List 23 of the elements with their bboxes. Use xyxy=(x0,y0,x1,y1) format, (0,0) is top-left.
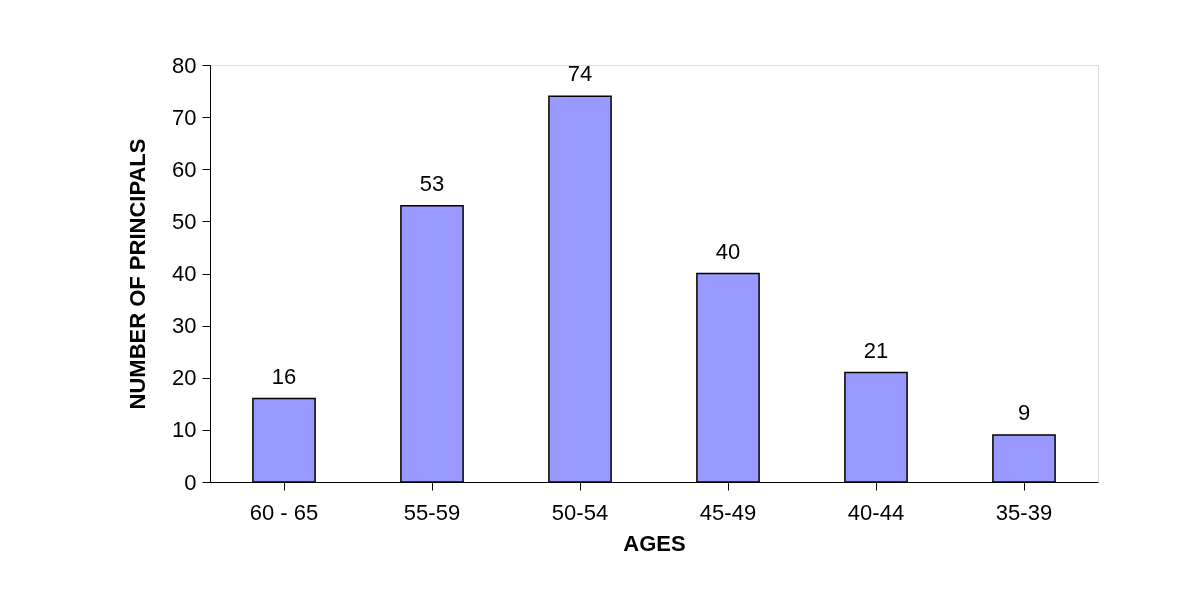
x-tick-label: 60 - 65 xyxy=(249,499,319,525)
data-label: 21 xyxy=(863,337,889,363)
x-tick-label: 40-44 xyxy=(847,499,905,525)
x-tick-label: 45-49 xyxy=(699,499,757,525)
data-label: 53 xyxy=(419,170,445,196)
data-label: 16 xyxy=(271,363,297,389)
y-tick-label: 80 xyxy=(172,52,197,78)
x-tick-label: 50-54 xyxy=(551,499,609,525)
y-tick-label: 20 xyxy=(172,365,197,391)
data-label: 74 xyxy=(567,61,593,87)
data-label: 40 xyxy=(715,238,741,264)
y-axis-title: NUMBER OF PRINCIPALS xyxy=(125,138,151,410)
y-tick-label: 50 xyxy=(172,208,197,234)
y-tick-label: 60 xyxy=(172,156,197,182)
data-label: 9 xyxy=(1017,400,1031,426)
y-tick-label: 70 xyxy=(172,104,197,130)
y-tick-label: 10 xyxy=(172,417,197,443)
x-axis-title: AGES xyxy=(623,530,686,556)
x-tick-label: 35-39 xyxy=(995,499,1053,525)
x-tick-label: 55-59 xyxy=(403,499,461,525)
y-tick-label: 30 xyxy=(172,313,197,339)
y-tick-label: 0 xyxy=(184,469,197,495)
y-tick-label: 40 xyxy=(172,261,197,286)
